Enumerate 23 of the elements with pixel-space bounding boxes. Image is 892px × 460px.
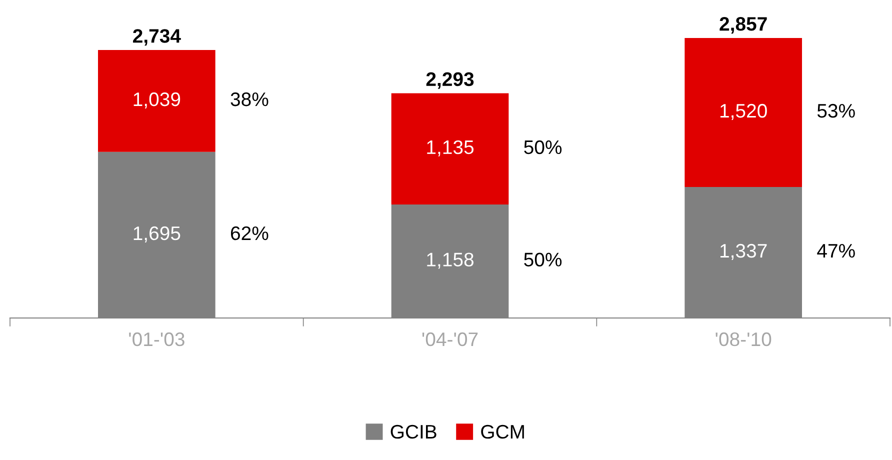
data-label: 1,135 <box>427 140 474 156</box>
total-label: 2,734 <box>133 29 181 46</box>
bar <box>391 93 509 205</box>
x-tick-label: '01-'03 <box>129 332 184 346</box>
annotation: 38% <box>230 92 268 106</box>
bar <box>684 38 802 187</box>
x-tick-label: '04-'07 <box>422 332 478 346</box>
data-label: 1,520 <box>720 104 767 120</box>
data-label: 1,695 <box>134 226 180 242</box>
data-label: 1,337 <box>720 244 767 260</box>
data-label: 1,039 <box>134 92 180 108</box>
annotation: 47% <box>817 244 855 258</box>
data-label: 1,158 <box>427 252 474 269</box>
annotation: 53% <box>817 104 855 118</box>
legend-label: GCM <box>481 424 524 439</box>
total-label: 2,857 <box>720 17 767 34</box>
annotation: 50% <box>524 252 562 266</box>
bar <box>98 50 216 152</box>
total-label: 2,293 <box>426 72 474 89</box>
annotation: 62% <box>230 226 268 240</box>
legend-label: GCIB <box>390 424 436 439</box>
annotation: 50% <box>524 140 562 154</box>
x-tick-label: '08-'10 <box>716 332 772 346</box>
